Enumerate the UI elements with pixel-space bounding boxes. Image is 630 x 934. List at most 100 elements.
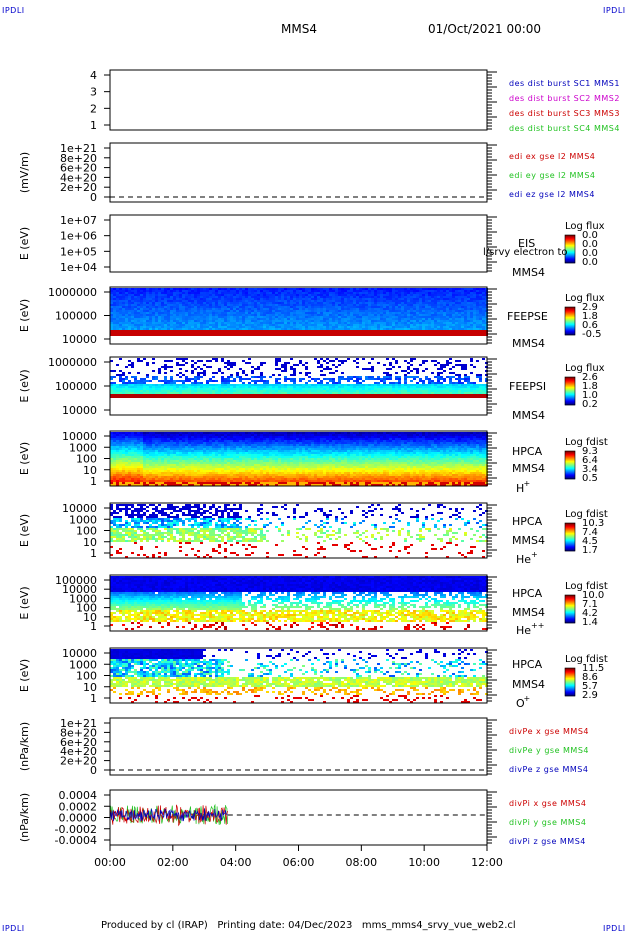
spectrogram-cell	[347, 384, 350, 386]
spectrogram-cell	[377, 296, 380, 298]
spectrogram-cell	[365, 386, 368, 388]
panel-frame	[109, 356, 488, 416]
spectrogram-cell	[137, 396, 140, 398]
spectrogram-cell	[251, 330, 254, 332]
spectrogram-cell	[440, 386, 443, 388]
spectrogram-cell	[194, 314, 197, 316]
spectrogram-cell	[419, 288, 422, 290]
spectrogram-cell	[275, 324, 278, 326]
spectrogram-cell	[392, 312, 395, 314]
spectrogram-cell	[146, 292, 149, 294]
spectrogram-cell	[290, 300, 293, 302]
spectrogram-cell	[380, 314, 383, 316]
spectrogram-cell	[434, 328, 437, 330]
spectrogram-cell	[179, 364, 182, 366]
spectrogram-cell	[341, 300, 344, 302]
spectrogram-cell	[434, 382, 437, 384]
spectrogram-cell	[392, 300, 395, 302]
spectrogram-cell	[314, 386, 317, 388]
spectrogram-cell	[260, 298, 263, 300]
spectrogram-cell	[224, 392, 227, 394]
spectrogram-cell	[275, 292, 278, 294]
spectrogram-cell	[386, 390, 389, 392]
spectrogram-cell	[128, 480, 131, 482]
spectrogram-cell	[287, 302, 290, 304]
spectrogram-cell	[359, 394, 362, 396]
spectrogram-cell	[461, 310, 464, 312]
spectrogram-cell	[125, 384, 128, 386]
spectrogram-cell	[239, 376, 242, 378]
spectrogram-cell	[176, 288, 179, 290]
spectrogram-cell	[194, 378, 197, 380]
spectrogram-cell	[449, 296, 452, 298]
spectrogram-cell	[149, 300, 152, 302]
spectrogram-cell	[377, 376, 380, 378]
spectrogram-cell	[470, 358, 473, 360]
spectrogram-cell	[122, 290, 125, 292]
spectrogram-cell	[119, 444, 122, 446]
spectrogram-cell	[389, 386, 392, 388]
spectrogram-cell	[233, 328, 236, 330]
spectrogram-cell	[281, 300, 284, 302]
spectrogram-cell	[476, 300, 479, 302]
spectrogram-cell	[311, 390, 314, 392]
spectrogram-cell	[116, 292, 119, 294]
spectrogram-cell	[125, 310, 128, 312]
spectrogram-cell	[146, 302, 149, 304]
spectrogram-cell	[476, 330, 479, 332]
spectrogram-cell	[233, 334, 236, 336]
spectrogram-cell	[173, 300, 176, 302]
spectrogram-cell	[128, 468, 131, 470]
colorbar-swatch	[565, 313, 575, 315]
spectrogram-cell	[329, 368, 332, 370]
spectrogram-cell	[122, 434, 125, 436]
spectrogram-cell	[119, 316, 122, 318]
spectrogram-cell	[332, 394, 335, 396]
spectrogram-cell	[359, 324, 362, 326]
spectrogram-cell	[329, 294, 332, 296]
spectrogram-cell	[428, 326, 431, 328]
spectrogram-cell	[137, 310, 140, 312]
spectrogram-cell	[263, 294, 266, 296]
spectrogram-cell	[371, 378, 374, 380]
spectrogram-cell	[146, 320, 149, 322]
spectrogram-cell	[242, 324, 245, 326]
spectrogram-cell	[257, 324, 260, 326]
spectrogram-cell	[452, 328, 455, 330]
spectrogram-cell	[380, 322, 383, 324]
spectrogram-cell	[323, 292, 326, 294]
spectrogram-cell	[368, 314, 371, 316]
spectrogram-cell	[110, 318, 113, 320]
spectrogram-cell	[314, 324, 317, 326]
spectrogram-cell	[263, 312, 266, 314]
spectrogram-cell	[248, 328, 251, 330]
spectrogram-cell	[344, 316, 347, 318]
spectrogram-cell	[464, 326, 467, 328]
spectrogram-cell	[206, 328, 209, 330]
spectrogram-cell	[275, 396, 278, 398]
spectrogram-cell	[131, 362, 134, 364]
spectrogram-cell	[455, 322, 458, 324]
spectrogram-cell	[437, 290, 440, 292]
spectrogram-cell	[317, 360, 320, 362]
spectrogram-cell	[260, 374, 263, 376]
spectrogram-cell	[293, 288, 296, 290]
spectrogram-cell	[119, 456, 122, 458]
spectrogram-cell	[473, 308, 476, 310]
spectrogram-cell	[449, 288, 452, 290]
spectrogram-cell	[239, 394, 242, 396]
spectrogram-cell	[131, 308, 134, 310]
spectrogram-cell	[224, 304, 227, 306]
spectrogram-cell	[275, 308, 278, 310]
spectrogram-cell	[335, 334, 338, 336]
spectrogram-cell	[110, 480, 113, 482]
spectrogram-cell	[293, 326, 296, 328]
spectrogram-cell	[299, 310, 302, 312]
spectrogram-cell	[404, 360, 407, 362]
spectrogram-cell	[392, 292, 395, 294]
spectrogram-cell	[362, 304, 365, 306]
spectrogram-cell	[404, 332, 407, 334]
spectrogram-cell	[134, 330, 137, 332]
spectrogram-cell	[278, 300, 281, 302]
spectrogram-cell	[167, 380, 170, 382]
